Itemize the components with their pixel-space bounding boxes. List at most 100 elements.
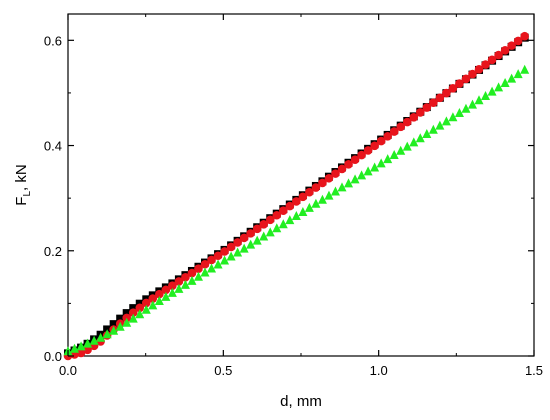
data-point-triangle xyxy=(415,133,425,143)
data-point-triangle xyxy=(454,107,464,117)
data-point-triangle xyxy=(187,275,197,285)
data-point-triangle xyxy=(246,239,256,249)
data-point-circle xyxy=(455,79,464,88)
data-point-circle xyxy=(298,192,308,202)
data-point-triangle xyxy=(259,231,269,241)
data-point-square xyxy=(122,309,131,318)
x-tick-label: 1.5 xyxy=(525,363,543,378)
data-point-triangle xyxy=(304,202,314,212)
data-point-circle xyxy=(141,298,151,308)
data-point-triangle xyxy=(461,103,471,113)
data-point-circle xyxy=(429,98,438,107)
data-point-circle xyxy=(324,173,334,183)
data-point-circle xyxy=(331,169,340,178)
data-point-circle xyxy=(135,303,145,313)
series-circle xyxy=(63,31,529,361)
data-point-circle xyxy=(344,160,353,169)
data-point-circle xyxy=(148,294,158,303)
data-point-triangle xyxy=(494,82,504,92)
data-point-circle xyxy=(402,117,412,127)
y-tick-label: 0.4 xyxy=(44,139,62,154)
data-point-circle xyxy=(285,201,295,211)
data-point-triangle xyxy=(70,343,80,353)
data-point-triangle xyxy=(428,124,438,134)
data-point-circle xyxy=(305,187,314,197)
data-point-triangle xyxy=(193,271,203,281)
data-point-triangle xyxy=(383,154,393,164)
data-point-triangle xyxy=(513,69,523,79)
data-point-triangle xyxy=(500,78,510,88)
data-point-circle xyxy=(181,272,190,282)
data-point-circle xyxy=(383,132,392,141)
data-point-triangle xyxy=(467,99,477,109)
data-point-circle xyxy=(389,127,399,136)
data-point-circle xyxy=(155,289,164,299)
data-point-triangle xyxy=(115,321,125,331)
data-point-triangle xyxy=(422,128,432,138)
data-point-triangle xyxy=(370,162,380,172)
data-point-triangle xyxy=(344,178,354,188)
data-point-triangle xyxy=(337,182,347,192)
data-point-triangle xyxy=(278,219,288,229)
data-point-triangle xyxy=(109,325,119,335)
data-point-circle xyxy=(500,46,510,55)
data-point-triangle xyxy=(200,267,210,277)
data-point-triangle xyxy=(474,95,484,105)
data-point-triangle xyxy=(272,223,282,233)
data-point-circle xyxy=(292,197,301,206)
data-point-triangle xyxy=(161,291,171,301)
data-point-triangle xyxy=(311,198,321,208)
data-point-circle xyxy=(350,155,360,165)
data-point-circle xyxy=(226,242,236,252)
data-point-triangle xyxy=(396,145,406,155)
data-point-triangle xyxy=(102,329,112,339)
data-point-circle xyxy=(246,229,255,238)
y-tick-label: 0.0 xyxy=(44,349,62,364)
data-point-circle xyxy=(363,146,373,155)
data-point-triangle xyxy=(285,215,295,225)
data-point-circle xyxy=(461,74,471,84)
data-point-circle xyxy=(376,136,386,146)
data-point-triangle xyxy=(265,227,275,237)
data-point-triangle xyxy=(389,149,399,159)
x-tick-label: 0.5 xyxy=(214,363,232,378)
data-point-circle xyxy=(415,108,425,117)
series-layer xyxy=(63,31,530,361)
y-tick-label: 0.6 xyxy=(44,33,62,48)
data-point-circle xyxy=(168,281,177,290)
data-point-circle xyxy=(370,141,379,151)
data-point-circle xyxy=(311,183,321,192)
data-point-circle xyxy=(239,233,249,243)
data-point-square xyxy=(109,320,118,329)
data-point-circle xyxy=(409,112,419,122)
data-point-circle xyxy=(83,345,92,355)
data-point-triangle xyxy=(298,206,308,216)
data-point-circle xyxy=(213,251,223,261)
data-point-triangle xyxy=(507,73,517,83)
y-tick-label: 0.2 xyxy=(44,244,62,259)
data-point-triangle xyxy=(141,304,151,314)
x-tick-label: 0.0 xyxy=(59,363,77,378)
data-point-circle xyxy=(252,224,262,234)
data-point-circle xyxy=(494,50,503,60)
data-point-circle xyxy=(422,103,432,112)
data-point-circle xyxy=(259,220,269,229)
data-point-triangle xyxy=(135,309,145,319)
x-axis-title: d, mm xyxy=(280,393,322,410)
data-point-triangle xyxy=(167,287,177,297)
y-axis-title-base: F xyxy=(13,197,30,206)
data-point-circle xyxy=(474,65,484,74)
data-point-circle xyxy=(435,93,445,103)
data-point-circle xyxy=(357,150,366,160)
data-point-circle xyxy=(337,164,347,174)
data-point-circle xyxy=(233,238,242,247)
data-point-circle xyxy=(220,247,229,256)
data-point-triangle xyxy=(435,120,445,130)
data-point-triangle xyxy=(317,194,327,204)
data-point-circle xyxy=(448,84,458,93)
data-point-triangle xyxy=(154,295,164,305)
data-point-triangle xyxy=(402,141,412,151)
data-point-square xyxy=(116,314,125,323)
y-axis-title-subscript: L xyxy=(22,191,33,197)
data-point-circle xyxy=(520,31,529,41)
